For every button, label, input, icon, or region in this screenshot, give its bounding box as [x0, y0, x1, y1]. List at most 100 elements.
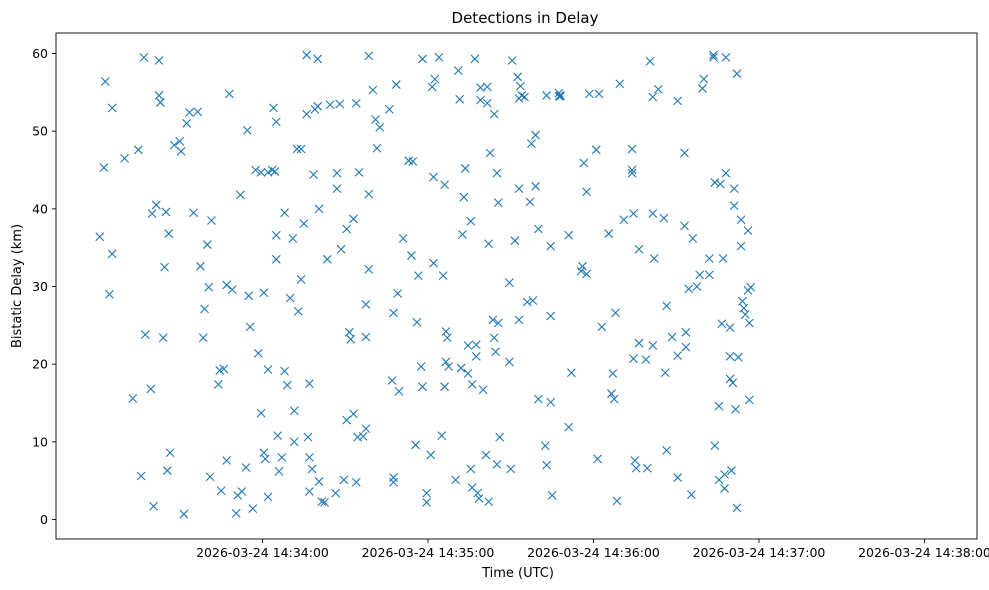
data-point [296, 275, 306, 284]
data-point [514, 315, 524, 325]
data-point [418, 54, 427, 64]
data-point [313, 54, 323, 64]
data-point [332, 184, 342, 194]
data-point [533, 394, 543, 404]
data-point [426, 450, 436, 460]
data-point [219, 364, 229, 374]
data-point [313, 101, 323, 111]
data-point [709, 52, 718, 62]
data-point [660, 368, 670, 378]
data-point [720, 484, 729, 493]
data-point [547, 491, 557, 500]
data-point [641, 355, 651, 364]
data-point [205, 472, 215, 482]
data-point [140, 330, 150, 340]
data-point [182, 119, 192, 128]
data-point [714, 401, 724, 411]
data-point [627, 168, 637, 178]
data-point [504, 278, 514, 288]
data-point [271, 230, 281, 240]
data-point [344, 327, 354, 337]
data-point [476, 95, 485, 105]
data-point [542, 460, 551, 470]
data-point [154, 56, 164, 65]
data-point [216, 486, 226, 496]
data-point [361, 299, 371, 309]
data-point [478, 385, 488, 395]
data-point [564, 230, 574, 240]
data-point [474, 494, 484, 503]
data-point [437, 431, 447, 441]
data-point [237, 487, 247, 496]
data-point [527, 139, 536, 148]
y-tick-label: 0 [40, 512, 48, 527]
data-point [517, 91, 527, 100]
data-point [491, 347, 500, 357]
data-point [460, 164, 470, 173]
data-point [408, 157, 418, 166]
data-point [277, 452, 287, 462]
data-point [372, 143, 382, 153]
data-point [158, 333, 168, 343]
data-point [156, 98, 165, 107]
data-point [597, 322, 607, 332]
data-point [648, 341, 658, 350]
data-point [364, 51, 374, 61]
data-point [299, 219, 309, 228]
data-point [364, 265, 374, 274]
data-point [342, 224, 352, 234]
data-point [699, 74, 709, 84]
data-point [458, 230, 467, 239]
data-point [227, 285, 237, 294]
data-point [303, 432, 313, 442]
data-points [95, 50, 756, 519]
data-point [528, 296, 538, 305]
data-point [391, 80, 401, 89]
data-point [349, 409, 358, 419]
data-point [554, 88, 564, 98]
data-point [482, 98, 492, 108]
y-tick-label: 50 [32, 124, 48, 139]
data-point [317, 497, 327, 507]
data-point [484, 239, 494, 249]
data-point [729, 184, 739, 194]
data-point [721, 52, 731, 62]
data-point [525, 197, 535, 207]
data-point [231, 508, 241, 518]
data-point [361, 424, 371, 434]
data-point [331, 488, 340, 498]
data-point [540, 441, 550, 451]
data-point [389, 477, 398, 487]
data-point [629, 209, 638, 218]
plot-area [55, 32, 978, 540]
data-point [198, 333, 208, 343]
data-point [681, 342, 691, 352]
data-point [398, 233, 408, 243]
data-point [593, 454, 603, 464]
data-point [260, 454, 270, 464]
data-point [516, 81, 525, 91]
data-point [274, 466, 284, 476]
data-point [736, 215, 746, 225]
data-point [222, 456, 232, 465]
data-point [688, 233, 698, 243]
y-tick-label: 30 [32, 279, 48, 294]
data-point [604, 229, 614, 239]
data-point [481, 450, 491, 460]
data-point [715, 179, 725, 189]
data-point [196, 261, 205, 271]
data-point [165, 448, 175, 458]
data-point [743, 226, 753, 235]
data-point [269, 103, 278, 113]
data-point [456, 363, 466, 373]
data-point [667, 332, 677, 342]
data-point [202, 240, 212, 249]
data-point [128, 393, 138, 403]
data-point [147, 209, 157, 218]
data-point [280, 208, 289, 218]
data-point [416, 362, 426, 371]
y-axis-label: Bistatic Delay (km) [10, 224, 25, 348]
data-point [746, 282, 756, 292]
data-point [506, 464, 516, 474]
data-point [200, 304, 209, 314]
